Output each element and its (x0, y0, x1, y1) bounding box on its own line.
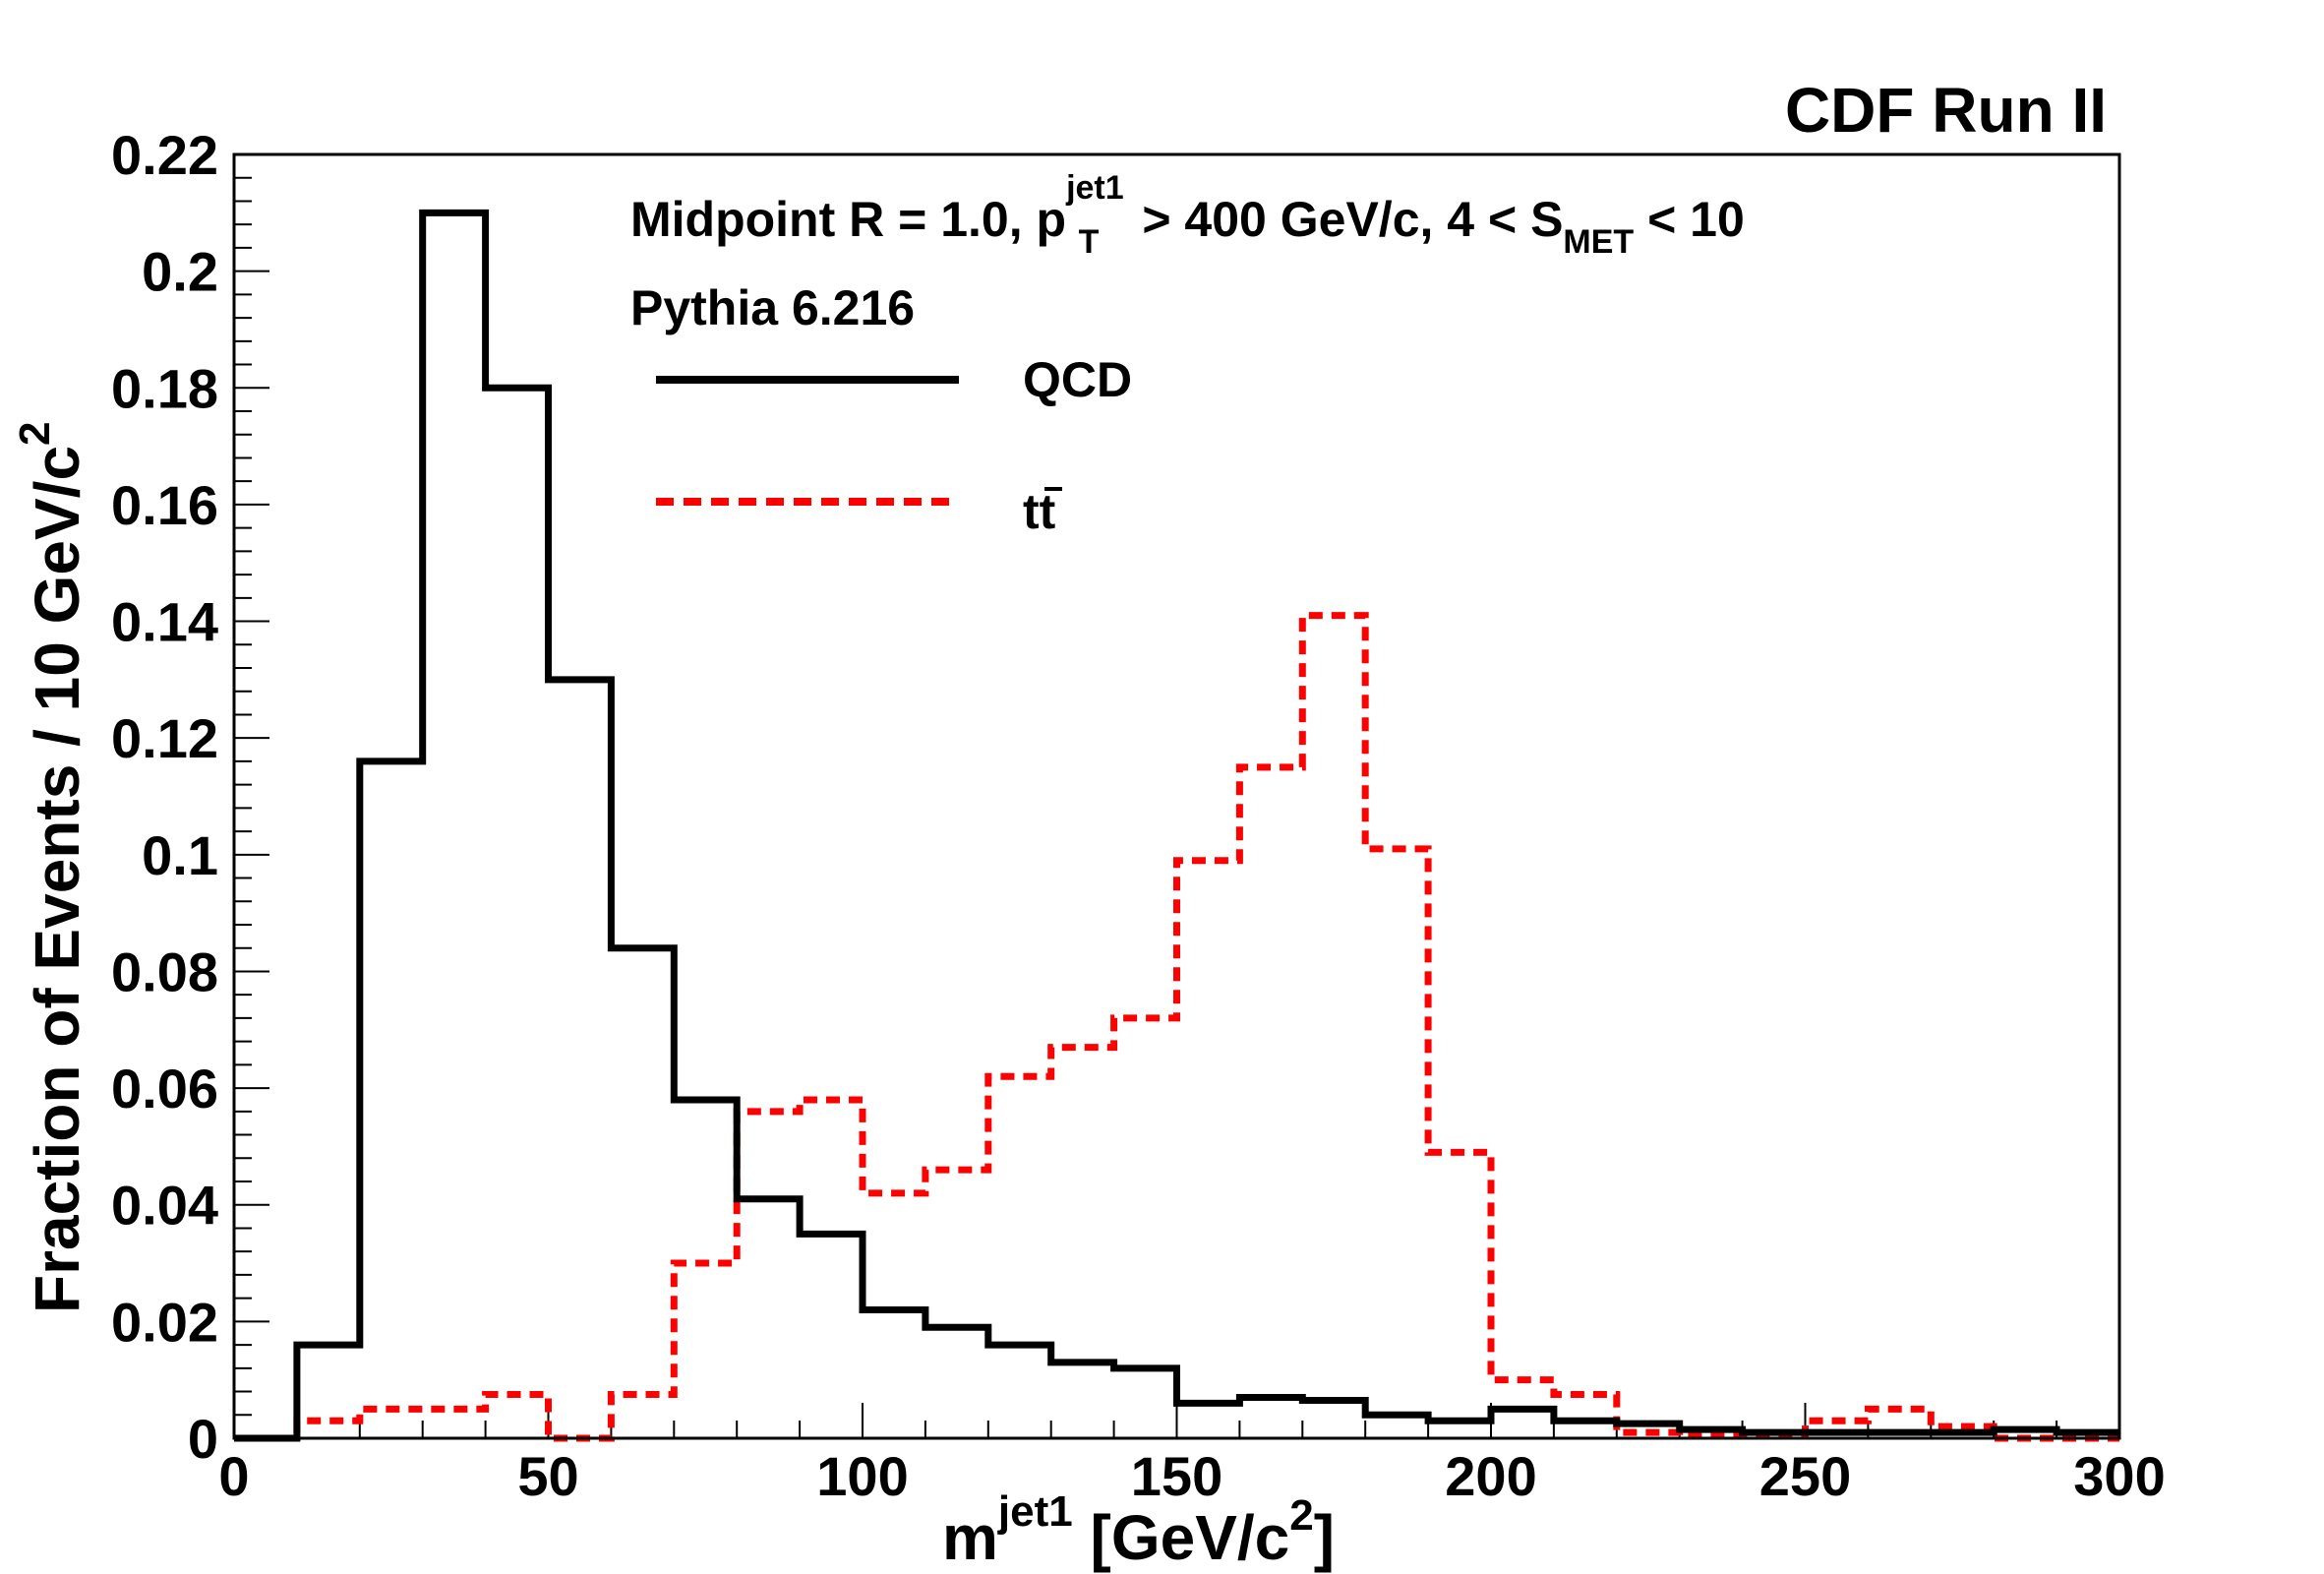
y-tick-label: 0.1 (142, 824, 218, 886)
y-axis-title: Fraction of Events / 10 GeV/c2 (11, 421, 92, 1313)
legend: QCD tt (656, 352, 1132, 539)
x-tick-labels: 0 50 100 150 200 250 300 (218, 1445, 2165, 1507)
annotation-line1-pre: Midpoint R = 1.0, p (630, 192, 1066, 247)
y-tick-label: 0.22 (111, 124, 218, 186)
annotation-line1-post: < 10 (1634, 192, 1745, 247)
x-axis-title-unit-sup: 2 (1289, 1491, 1313, 1540)
legend-qcd-label: QCD (1023, 352, 1132, 407)
y-tick-label: 0.16 (111, 474, 218, 536)
y-tick-label: 0 (188, 1408, 218, 1470)
x-tick-label: 300 (2073, 1445, 2165, 1507)
x-tick-label: 200 (1445, 1445, 1536, 1507)
legend-ttbar-label: tt (1023, 484, 1056, 539)
series-ttbar-histogram (234, 612, 2119, 1442)
annotation-s-sub: MET (1563, 223, 1634, 261)
x-axis-title-main: m (942, 1502, 998, 1573)
y-axis-title-main: Fraction of Events / 10 GeV/c (22, 446, 92, 1313)
y-axis-title-sup: 2 (11, 421, 59, 445)
annotation-line1: Midpoint R = 1.0, pjet1 T > 400 GeV/c, 4 … (630, 169, 1745, 261)
y-tick-label: 0.08 (111, 940, 218, 1002)
corner-label: CDF Run II (1785, 75, 2107, 146)
annotation-pt-sub: T (1079, 223, 1100, 261)
y-tick-label: 0.2 (142, 241, 218, 303)
x-tick-label: 150 (1131, 1445, 1222, 1507)
x-tick-label: 250 (1759, 1445, 1851, 1507)
x-tick-label: 50 (517, 1445, 578, 1507)
histogram-series (234, 209, 2119, 1442)
y-tick-label: 0.04 (111, 1175, 218, 1237)
y-tick-label: 0.18 (111, 357, 218, 419)
x-axis-title-sup: jet1 (997, 1487, 1073, 1536)
y-tick-label: 0.02 (111, 1291, 218, 1353)
x-axis-title: mjet1 [GeV/c2] (942, 1487, 1335, 1573)
x-tick-label: 0 (218, 1445, 249, 1507)
x-tick-label: 100 (816, 1445, 908, 1507)
annotation-line1-mid: > 400 GeV/c, 4 < S (1128, 192, 1563, 247)
annotation-pt-sup: jet1 (1065, 169, 1124, 207)
plot-frame (232, 152, 2121, 1440)
x-axis-title-unit: [GeV/c (1073, 1502, 1290, 1573)
y-tick-label: 0.14 (111, 591, 218, 653)
axis-ticks (233, 153, 2120, 1439)
y-tick-label: 0.12 (111, 707, 218, 769)
annotation-line2: Pythia 6.216 (630, 280, 915, 335)
y-tick-label: 0.06 (111, 1058, 218, 1120)
x-axis-title-unit-post: ] (1314, 1502, 1335, 1573)
series-QCD-histogram (234, 209, 2119, 1442)
y-tick-labels: 0 0.02 0.04 0.06 0.08 0.1 0.12 0.14 0.16 0.18 0.2 0… (111, 124, 218, 1470)
